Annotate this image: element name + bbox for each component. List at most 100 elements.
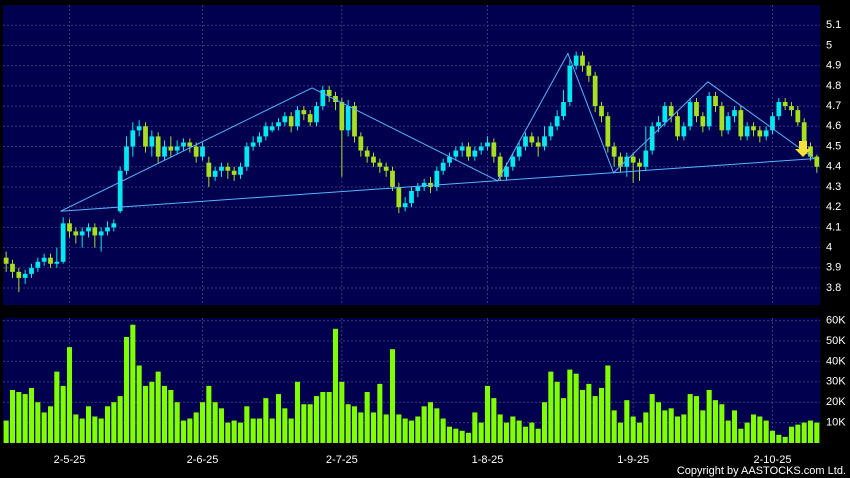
y-tick-label: 4.6 xyxy=(826,120,841,132)
candle-body xyxy=(706,95,712,127)
volume-bar xyxy=(408,420,415,443)
volume-bar xyxy=(497,414,503,443)
volume-bar xyxy=(421,406,427,443)
volume-bar xyxy=(22,394,28,443)
volume-bar xyxy=(548,371,554,443)
candle-body xyxy=(200,146,205,157)
candle-body xyxy=(814,156,820,167)
candle-body xyxy=(263,126,269,137)
volume-bar xyxy=(801,422,807,443)
y-tick-label: 4 xyxy=(826,241,832,253)
volume-bar xyxy=(47,406,54,443)
volume-bar xyxy=(446,426,453,443)
candle-body xyxy=(130,130,136,147)
candle-body xyxy=(561,102,566,117)
candle-body xyxy=(10,263,15,272)
candle-body xyxy=(333,95,338,103)
candle-body xyxy=(491,142,497,157)
candle-body xyxy=(554,116,560,127)
volume-bar xyxy=(149,381,155,443)
copyright: Copyright by AASTOCKS.com Ltd. xyxy=(677,465,846,477)
volume-bar xyxy=(142,385,149,443)
volume-bar xyxy=(364,392,370,443)
y-tick-label: 4.5 xyxy=(826,140,841,152)
volume-bar xyxy=(738,428,744,443)
volume-bar xyxy=(465,432,472,443)
candle-body xyxy=(649,126,655,151)
candle-body xyxy=(22,273,28,278)
candle-body xyxy=(117,170,123,212)
volume-bar xyxy=(478,422,484,443)
candle-body xyxy=(732,110,737,117)
candle-body xyxy=(320,89,326,107)
volume-bar xyxy=(624,400,630,443)
volume-bar xyxy=(636,422,643,443)
y-tick-label: 40K xyxy=(826,355,846,367)
candle-body xyxy=(250,142,256,147)
y-tick-label: 4.4 xyxy=(826,161,841,173)
volume-bar xyxy=(212,402,218,443)
candle-body xyxy=(377,162,383,167)
volume-bar xyxy=(358,412,364,443)
candle-body xyxy=(282,116,288,123)
volume-bar xyxy=(161,385,168,443)
candle-body xyxy=(472,150,478,157)
candle-body xyxy=(719,106,725,131)
candle-body xyxy=(105,227,110,232)
candle-body xyxy=(776,102,782,117)
volume-bar xyxy=(459,430,465,443)
volume-bar xyxy=(769,430,776,443)
x-tick-label: 2-5-25 xyxy=(54,454,86,466)
volume-bar xyxy=(814,422,820,443)
x-tick-label: 2-6-25 xyxy=(187,454,219,466)
volume-bar xyxy=(643,412,649,443)
candle-body xyxy=(516,146,522,157)
trend-line xyxy=(60,52,815,212)
y-tick-label: 5 xyxy=(826,39,832,51)
candle-body xyxy=(174,146,180,151)
candle-body xyxy=(29,267,34,274)
candle-body xyxy=(92,227,98,236)
volume-bar xyxy=(693,396,700,443)
candle-body xyxy=(592,75,598,107)
volume-bar xyxy=(763,420,769,443)
y-tick-label: 3.9 xyxy=(826,262,841,274)
volume-bar xyxy=(98,418,104,443)
candle-body xyxy=(630,156,636,163)
candle-body xyxy=(67,223,72,232)
volume-bar xyxy=(288,418,294,443)
candle-body xyxy=(738,110,744,137)
volume-bar xyxy=(282,408,288,443)
candle-body xyxy=(662,106,668,123)
volume-bar xyxy=(332,328,339,443)
candle-body xyxy=(453,150,459,157)
volume-bar xyxy=(453,428,459,443)
candle-body xyxy=(599,106,604,117)
candle-body xyxy=(725,116,731,131)
candle-body xyxy=(700,116,706,127)
volume-bar xyxy=(263,398,269,443)
volume-bar xyxy=(275,394,282,443)
volume-bar xyxy=(402,418,408,443)
candle-body xyxy=(713,95,718,107)
candle-body xyxy=(637,162,642,167)
candle-body xyxy=(415,186,421,191)
volume-bar xyxy=(560,398,567,443)
candle-body xyxy=(98,231,104,236)
candle-body xyxy=(459,146,465,151)
candle-body xyxy=(3,257,9,264)
volume-bar xyxy=(757,416,763,443)
y-tick-label: 4.1 xyxy=(826,221,841,233)
candle-body xyxy=(770,116,775,131)
candle-body xyxy=(225,166,231,171)
volume-bar xyxy=(218,408,225,443)
candle-body xyxy=(86,227,91,232)
candle-body xyxy=(504,166,509,177)
volume-bar xyxy=(655,402,662,443)
volume-bar xyxy=(73,414,79,443)
candle-body xyxy=(567,65,573,103)
y-tick-label: 4.2 xyxy=(826,201,841,213)
volume-bar xyxy=(681,414,687,443)
candle-body xyxy=(295,110,300,127)
volume-bar xyxy=(41,412,47,443)
